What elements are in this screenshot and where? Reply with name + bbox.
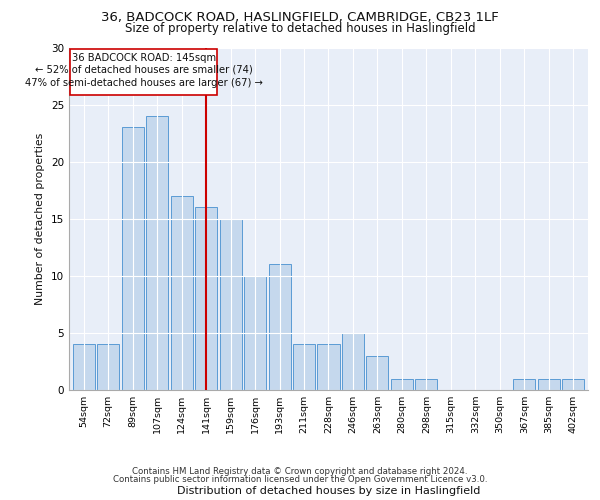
Text: Contains HM Land Registry data © Crown copyright and database right 2024.: Contains HM Land Registry data © Crown c… [132, 467, 468, 476]
Bar [97, 344, 119, 390]
Bar [170, 196, 193, 390]
Text: Contains public sector information licensed under the Open Government Licence v3: Contains public sector information licen… [113, 475, 487, 484]
Bar [391, 378, 413, 390]
Bar [562, 378, 584, 390]
Bar [317, 344, 340, 390]
Text: 36, BADCOCK ROAD, HASLINGFIELD, CAMBRIDGE, CB23 1LF: 36, BADCOCK ROAD, HASLINGFIELD, CAMBRIDG… [101, 11, 499, 24]
Bar [293, 344, 315, 390]
Bar [415, 378, 437, 390]
Bar [342, 333, 364, 390]
X-axis label: Distribution of detached houses by size in Haslingfield: Distribution of detached houses by size … [177, 486, 480, 496]
Bar [220, 219, 242, 390]
Bar [122, 128, 143, 390]
Bar [244, 276, 266, 390]
Bar [514, 378, 535, 390]
FancyBboxPatch shape [70, 49, 217, 96]
Bar [73, 344, 95, 390]
Text: 36 BADCOCK ROAD: 145sqm: 36 BADCOCK ROAD: 145sqm [71, 52, 216, 62]
Text: 47% of semi-detached houses are larger (67) →: 47% of semi-detached houses are larger (… [25, 78, 263, 88]
Y-axis label: Number of detached properties: Number of detached properties [35, 132, 46, 305]
Bar [269, 264, 290, 390]
Bar [146, 116, 168, 390]
Bar [195, 208, 217, 390]
Text: Size of property relative to detached houses in Haslingfield: Size of property relative to detached ho… [125, 22, 475, 35]
Bar [538, 378, 560, 390]
Text: ← 52% of detached houses are smaller (74): ← 52% of detached houses are smaller (74… [35, 64, 253, 74]
Bar [367, 356, 388, 390]
